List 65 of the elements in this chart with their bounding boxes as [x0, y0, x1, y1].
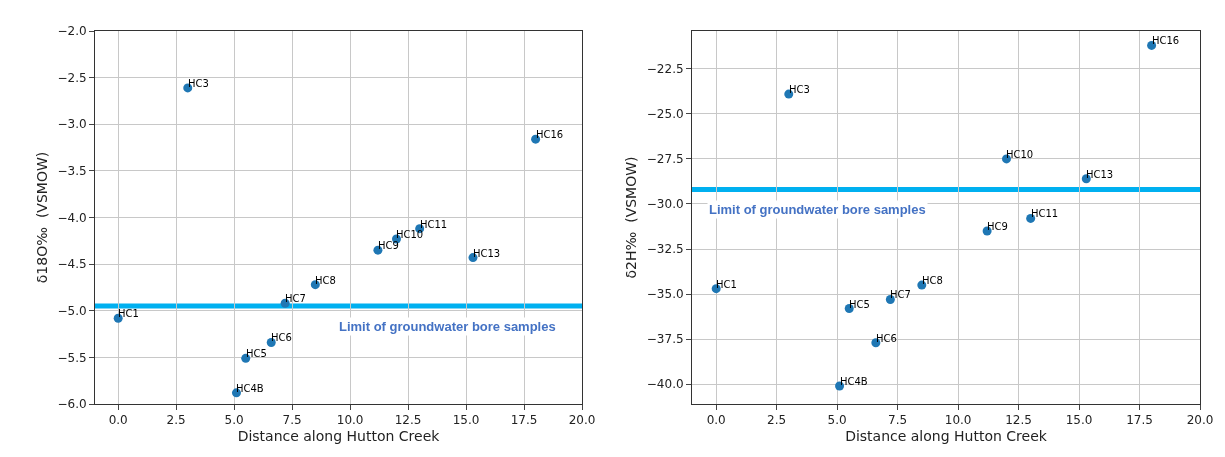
x-tick-label: 12.5: [394, 413, 422, 428]
annotation: HC13: [1086, 169, 1114, 180]
x-tick-label: 0.0: [108, 413, 128, 428]
x-tick-label: 10.0: [336, 413, 364, 428]
annotation: HC5: [849, 299, 870, 310]
annotation: HC8: [315, 275, 336, 286]
annotation: HC5: [246, 348, 267, 359]
annotation: HC11: [420, 219, 448, 230]
y-tick-label: −2.0: [57, 24, 87, 39]
x-tick-label: 20.0: [1186, 413, 1214, 428]
annotation: HC7: [890, 289, 911, 300]
x-tick-label: 7.5: [888, 413, 908, 428]
x-tick-label: 15.0: [452, 413, 480, 428]
y-tick-label: −30.0: [646, 197, 684, 212]
y-tick-label: −22.5: [646, 62, 684, 77]
x-tick-label: 12.5: [1005, 413, 1032, 428]
annotation: HC10: [1006, 149, 1034, 160]
y-tick-label: −4.5: [57, 257, 87, 272]
annotation: HC11: [1031, 208, 1059, 219]
ref-line-label: Limit of groundwater bore samples: [709, 202, 926, 217]
annotation: HC7: [285, 293, 306, 304]
y-tick-label: −35.0: [646, 287, 684, 302]
annotation: HC1: [716, 279, 737, 290]
x-tick-label: 15.0: [1065, 413, 1093, 428]
y-axis-title: δ18O‰ (VSMOW): [34, 151, 51, 284]
y-tick-label: −37.5: [646, 332, 684, 347]
y-tick-label: −32.5: [646, 242, 684, 257]
x-tick-label: 20.0: [568, 413, 596, 428]
y-tick-label: −5.5: [57, 350, 87, 365]
x-axis-title: Distance along Hutton Creek: [237, 427, 441, 444]
x-tick-label: 17.5: [510, 413, 538, 428]
y-tick-label: −2.5: [57, 70, 87, 85]
y-tick-label: −25.0: [646, 107, 684, 122]
y-tick-label: −40.0: [646, 377, 684, 392]
x-tick-label: 7.5: [282, 413, 302, 428]
annotation: HC6: [876, 333, 897, 344]
annotation: HC8: [922, 275, 943, 286]
y-tick-label: −3.5: [57, 164, 87, 179]
x-axis-title: Distance along Hutton Creek: [845, 427, 1048, 444]
y-tick-label: −6.0: [57, 397, 87, 412]
annotation: HC4B: [840, 376, 868, 387]
x-tick-label: 2.5: [767, 413, 787, 428]
y-axis-title: δ2H‰ (VSMOW): [623, 156, 640, 279]
y-tick-label: −5.0: [57, 303, 87, 318]
ref-line-label: Limit of groundwater bore samples: [339, 319, 556, 334]
annotation: HC9: [378, 240, 399, 251]
annotation: HC10: [396, 229, 424, 240]
annotation: HC3: [789, 84, 810, 95]
y-tick-label: −4.0: [57, 210, 87, 225]
annotation: HC13: [473, 248, 501, 259]
x-tick-label: 5.0: [827, 413, 847, 428]
x-tick-label: 10.0: [944, 413, 972, 428]
annotation: HC3: [188, 78, 209, 89]
annotation: HC16: [1152, 35, 1180, 46]
annotation: HC9: [987, 221, 1008, 232]
annotation: HC6: [271, 332, 292, 343]
y-tick-label: −3.0: [57, 117, 87, 132]
x-tick-label: 5.0: [224, 413, 244, 428]
annotation: HC4B: [236, 383, 264, 394]
y-tick-label: −27.5: [646, 152, 684, 167]
x-tick-label: 17.5: [1126, 413, 1153, 428]
annotation: HC1: [118, 308, 139, 319]
x-tick-label: 0.0: [706, 413, 726, 428]
annotation: HC16: [536, 129, 564, 140]
x-tick-label: 2.5: [166, 413, 186, 428]
